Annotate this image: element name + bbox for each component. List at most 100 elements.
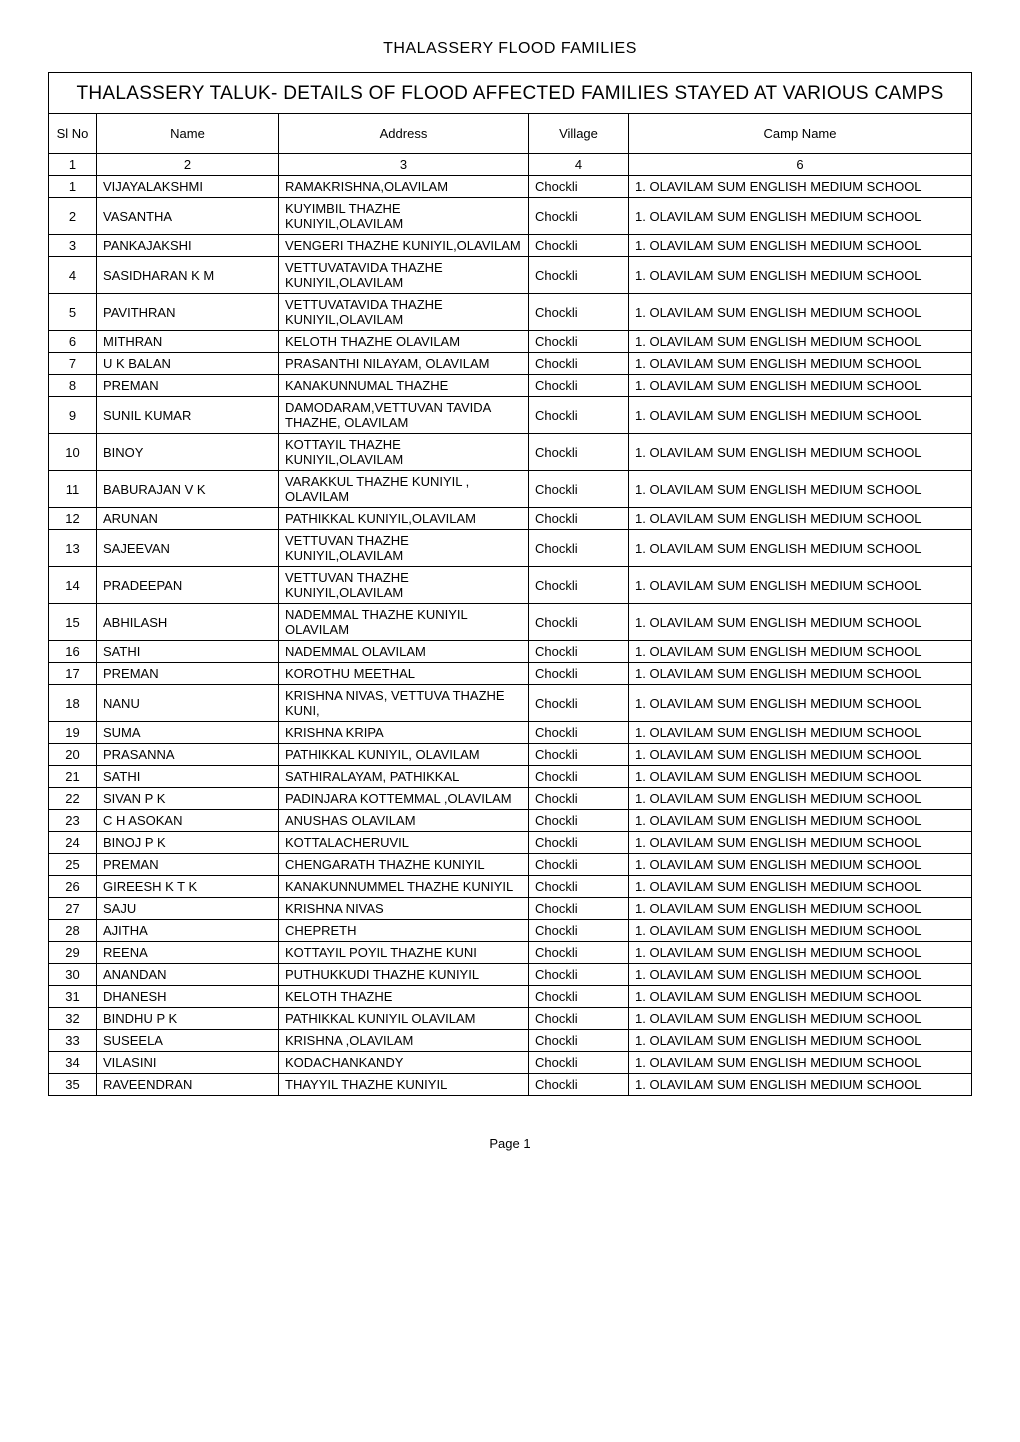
- cell-village: Chockli: [529, 1030, 629, 1052]
- cell-village: Chockli: [529, 663, 629, 685]
- cell-village: Chockli: [529, 471, 629, 508]
- cell-address: KRISHNA KRIPA: [279, 722, 529, 744]
- cell-camp: 1. OLAVILAM SUM ENGLISH MEDIUM SCHOOL: [629, 920, 972, 942]
- cell-address: KRISHNA ,OLAVILAM: [279, 1030, 529, 1052]
- cell-name: PREMAN: [97, 663, 279, 685]
- cell-address: KUYIMBIL THAZHE KUNIYIL,OLAVILAM: [279, 198, 529, 235]
- cell-address: PATHIKKAL KUNIYIL, OLAVILAM: [279, 744, 529, 766]
- cell-address: KOROTHU MEETHAL: [279, 663, 529, 685]
- cell-slno: 32: [49, 1008, 97, 1030]
- cell-camp: 1. OLAVILAM SUM ENGLISH MEDIUM SCHOOL: [629, 331, 972, 353]
- cell-slno: 13: [49, 530, 97, 567]
- cell-village: Chockli: [529, 685, 629, 722]
- cell-name: BINOY: [97, 434, 279, 471]
- table-row: 8PREMANKANAKUNNUMAL THAZHEChockli1. OLAV…: [49, 375, 972, 397]
- cell-name: ABHILASH: [97, 604, 279, 641]
- cell-address: CHENGARATH THAZHE KUNIYIL: [279, 854, 529, 876]
- cell-village: Chockli: [529, 257, 629, 294]
- page-footer: Page 1: [48, 1136, 972, 1151]
- cell-name: PAVITHRAN: [97, 294, 279, 331]
- cell-village: Chockli: [529, 788, 629, 810]
- cell-slno: 33: [49, 1030, 97, 1052]
- cell-address: VETTUVATAVIDA THAZHE KUNIYIL,OLAVILAM: [279, 257, 529, 294]
- col-address: Address: [279, 114, 529, 154]
- cell-slno: 9: [49, 397, 97, 434]
- table-row: 5PAVITHRANVETTUVATAVIDA THAZHE KUNIYIL,O…: [49, 294, 972, 331]
- table-row: 7U K BALANPRASANTHI NILAYAM, OLAVILAMCho…: [49, 353, 972, 375]
- table-row: 34VILASINIKODACHANKANDYChockli1. OLAVILA…: [49, 1052, 972, 1074]
- cell-name: NANU: [97, 685, 279, 722]
- cell-slno: 12: [49, 508, 97, 530]
- table-row: 6MITHRANKELOTH THAZHE OLAVILAMChockli1. …: [49, 331, 972, 353]
- cell-village: Chockli: [529, 294, 629, 331]
- cell-address: KRISHNA NIVAS, VETTUVA THAZHE KUNI,: [279, 685, 529, 722]
- cell-name: VIJAYALAKSHMI: [97, 176, 279, 198]
- cell-camp: 1. OLAVILAM SUM ENGLISH MEDIUM SCHOOL: [629, 397, 972, 434]
- table-row: 20PRASANNAPATHIKKAL KUNIYIL, OLAVILAMCho…: [49, 744, 972, 766]
- cell-name: BABURAJAN V K: [97, 471, 279, 508]
- page-title: THALASSERY TALUK- DETAILS OF FLOOD AFFEC…: [48, 72, 972, 113]
- table-row: 26GIREESH K T KKANAKUNNUMMEL THAZHE KUNI…: [49, 876, 972, 898]
- cell-village: Chockli: [529, 530, 629, 567]
- cell-village: Chockli: [529, 964, 629, 986]
- cell-address: VETTUVAN THAZHE KUNIYIL,OLAVILAM: [279, 530, 529, 567]
- cell-name: C H ASOKAN: [97, 810, 279, 832]
- cell-camp: 1. OLAVILAM SUM ENGLISH MEDIUM SCHOOL: [629, 508, 972, 530]
- cell-name: SASIDHARAN K M: [97, 257, 279, 294]
- table-row: 13SAJEEVANVETTUVAN THAZHE KUNIYIL,OLAVIL…: [49, 530, 972, 567]
- cell-slno: 34: [49, 1052, 97, 1074]
- cell-name: SUSEELA: [97, 1030, 279, 1052]
- cell-name: ARUNAN: [97, 508, 279, 530]
- cell-village: Chockli: [529, 986, 629, 1008]
- hdr-num-4: 4: [529, 154, 629, 176]
- cell-name: PRASANNA: [97, 744, 279, 766]
- cell-address: CHEPRETH: [279, 920, 529, 942]
- cell-slno: 3: [49, 235, 97, 257]
- cell-camp: 1. OLAVILAM SUM ENGLISH MEDIUM SCHOOL: [629, 722, 972, 744]
- cell-village: Chockli: [529, 1008, 629, 1030]
- cell-address: PATHIKKAL KUNIYIL,OLAVILAM: [279, 508, 529, 530]
- table-row: 1VIJAYALAKSHMIRAMAKRISHNA,OLAVILAMChockl…: [49, 176, 972, 198]
- cell-name: SUNIL KUMAR: [97, 397, 279, 434]
- cell-camp: 1. OLAVILAM SUM ENGLISH MEDIUM SCHOOL: [629, 876, 972, 898]
- cell-slno: 4: [49, 257, 97, 294]
- cell-address: KANAKUNNUMAL THAZHE: [279, 375, 529, 397]
- cell-slno: 16: [49, 641, 97, 663]
- table-row: 31DHANESHKELOTH THAZHEChockli1. OLAVILAM…: [49, 986, 972, 1008]
- cell-name: RAVEENDRAN: [97, 1074, 279, 1096]
- cell-camp: 1. OLAVILAM SUM ENGLISH MEDIUM SCHOOL: [629, 198, 972, 235]
- cell-camp: 1. OLAVILAM SUM ENGLISH MEDIUM SCHOOL: [629, 604, 972, 641]
- cell-slno: 19: [49, 722, 97, 744]
- hdr-num-3: 3: [279, 154, 529, 176]
- cell-address: PATHIKKAL KUNIYIL OLAVILAM: [279, 1008, 529, 1030]
- cell-name: BINOJ P K: [97, 832, 279, 854]
- cell-name: SUMA: [97, 722, 279, 744]
- cell-slno: 1: [49, 176, 97, 198]
- cell-name: MITHRAN: [97, 331, 279, 353]
- table-row: 30ANANDANPUTHUKKUDI THAZHE KUNIYILChockl…: [49, 964, 972, 986]
- cell-slno: 7: [49, 353, 97, 375]
- cell-name: VILASINI: [97, 1052, 279, 1074]
- table-row: 3PANKAJAKSHIVENGERI THAZHE KUNIYIL,OLAVI…: [49, 235, 972, 257]
- cell-slno: 30: [49, 964, 97, 986]
- table-row: 27SAJUKRISHNA NIVASChockli1. OLAVILAM SU…: [49, 898, 972, 920]
- cell-address: NADEMMAL THAZHE KUNIYIL OLAVILAM: [279, 604, 529, 641]
- cell-name: BINDHU P K: [97, 1008, 279, 1030]
- cell-village: Chockli: [529, 920, 629, 942]
- cell-camp: 1. OLAVILAM SUM ENGLISH MEDIUM SCHOOL: [629, 434, 972, 471]
- hdr-num-1: 1: [49, 154, 97, 176]
- cell-camp: 1. OLAVILAM SUM ENGLISH MEDIUM SCHOOL: [629, 744, 972, 766]
- cell-slno: 8: [49, 375, 97, 397]
- table-header-numbers: 1 2 3 4 6: [49, 154, 972, 176]
- table-row: 29REENAKOTTAYIL POYIL THAZHE KUNIChockli…: [49, 942, 972, 964]
- cell-name: GIREESH K T K: [97, 876, 279, 898]
- cell-camp: 1. OLAVILAM SUM ENGLISH MEDIUM SCHOOL: [629, 810, 972, 832]
- table-row: 16SATHINADEMMAL OLAVILAMChockli1. OLAVIL…: [49, 641, 972, 663]
- cell-slno: 6: [49, 331, 97, 353]
- cell-village: Chockli: [529, 176, 629, 198]
- cell-slno: 26: [49, 876, 97, 898]
- cell-village: Chockli: [529, 567, 629, 604]
- cell-slno: 22: [49, 788, 97, 810]
- cell-slno: 18: [49, 685, 97, 722]
- cell-village: Chockli: [529, 641, 629, 663]
